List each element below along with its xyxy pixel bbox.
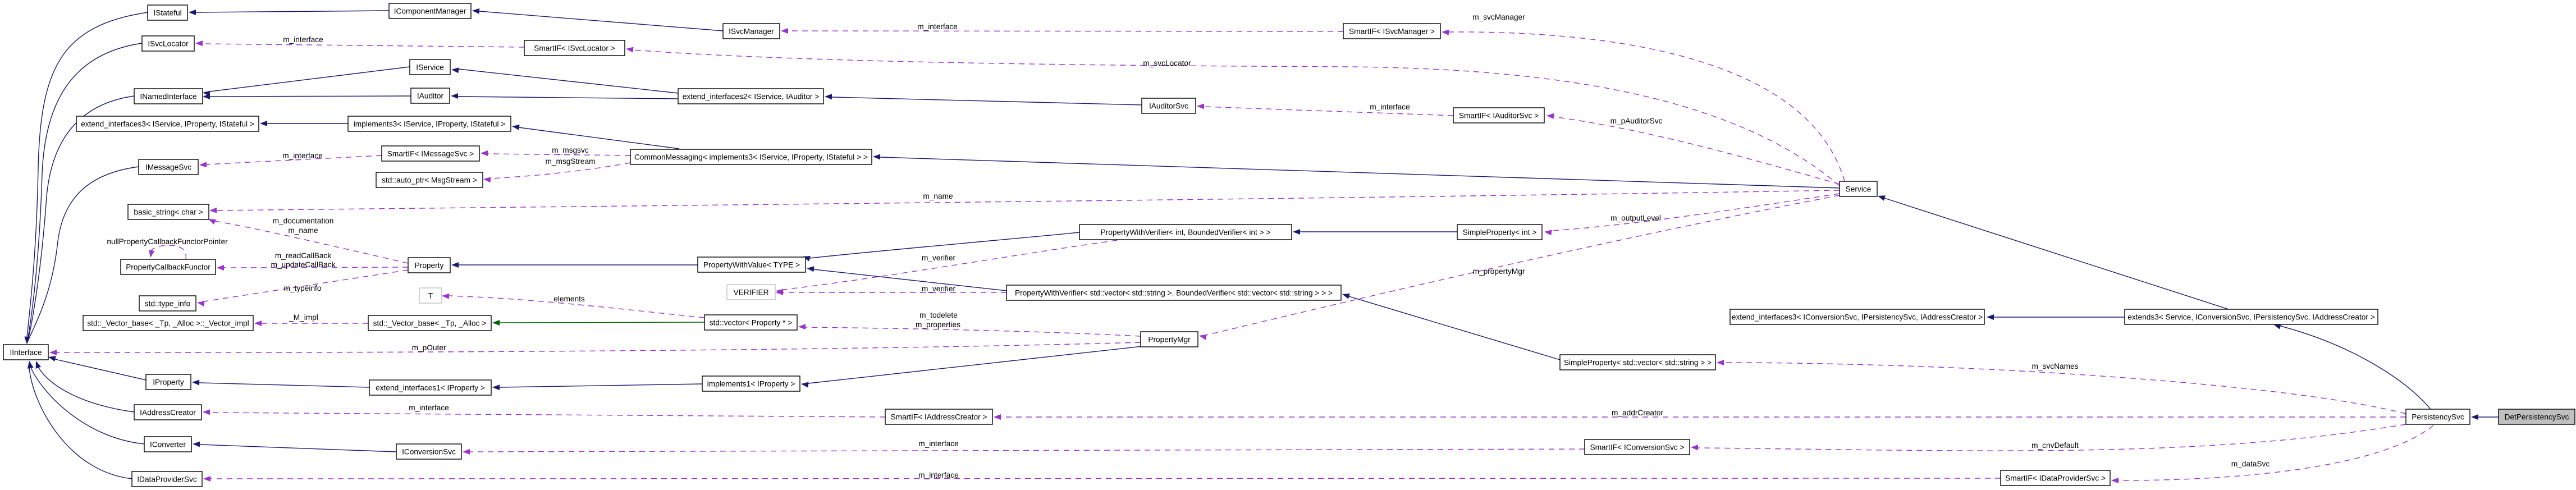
svg-text:PropertyCallbackFunctor: PropertyCallbackFunctor — [126, 263, 211, 272]
svg-text:m_svcNames: m_svcNames — [2032, 362, 2079, 370]
svg-text:VERIFIER: VERIFIER — [733, 288, 768, 297]
svg-text:Service: Service — [1846, 185, 1872, 194]
svg-text:std::_Vector_base< _Tp, _Alloc: std::_Vector_base< _Tp, _Alloc >::_Vecto… — [87, 319, 249, 328]
svg-text:SimpleProperty< std::vector< s: SimpleProperty< std::vector< std::string… — [1564, 359, 1712, 367]
svg-text:std::_Vector_base< _Tp, _Alloc: std::_Vector_base< _Tp, _Alloc > — [373, 319, 487, 328]
svg-text:m_verifier: m_verifier — [922, 285, 956, 293]
svg-text:extend_interfaces3< IConversio: extend_interfaces3< IConversionSvc, IPer… — [1732, 313, 1983, 322]
svg-text:extends3< Service, IConversion: extends3< Service, IConversionSvc, IPers… — [2127, 313, 2374, 322]
svg-text:m_interface: m_interface — [918, 471, 959, 479]
svg-text:implements1< IProperty >: implements1< IProperty > — [707, 380, 795, 388]
svg-text:extend_interfaces2< IService,: extend_interfaces2< IService, IAuditor > — [683, 93, 819, 101]
svg-text:m_pOuter: m_pOuter — [412, 344, 446, 352]
svg-text:m_cnvDefault: m_cnvDefault — [2031, 441, 2079, 450]
svg-text:std::type_info: std::type_info — [145, 300, 191, 308]
svg-text:elements: elements — [553, 295, 585, 303]
svg-text:m_dataSvc: m_dataSvc — [2231, 460, 2270, 468]
svg-text:m_todelete: m_todelete — [919, 311, 958, 319]
svg-text:IService: IService — [416, 63, 443, 72]
svg-text:m_msgStream: m_msgStream — [546, 157, 596, 166]
svg-text:m_msgsvc: m_msgsvc — [552, 146, 589, 154]
svg-text:m_interface: m_interface — [409, 404, 449, 412]
svg-text:PersistencySvc: PersistencySvc — [2412, 413, 2464, 422]
svg-text:m_interface: m_interface — [282, 152, 323, 160]
svg-text:SmartIF< IMessageSvc >: SmartIF< IMessageSvc > — [387, 150, 474, 158]
svg-text:extend_interfaces1< IProperty: extend_interfaces1< IProperty > — [376, 384, 485, 392]
svg-text:m_verifier: m_verifier — [922, 254, 956, 262]
svg-text:m_addrCreator: m_addrCreator — [1612, 409, 1663, 417]
svg-text:IAddressCreator: IAddressCreator — [140, 409, 196, 417]
svg-text:PropertyMgr: PropertyMgr — [1148, 336, 1191, 344]
svg-text:SmartIF< IConversionSvc >: SmartIF< IConversionSvc > — [1590, 443, 1684, 452]
svg-text:SmartIF< ISvcManager >: SmartIF< ISvcManager > — [1349, 28, 1435, 36]
svg-text:_M_impl: _M_impl — [289, 313, 318, 322]
svg-text:SmartIF< IDataProviderSvc >: SmartIF< IDataProviderSvc > — [2005, 474, 2106, 483]
svg-text:SimpleProperty< int >: SimpleProperty< int > — [1463, 228, 1537, 237]
svg-text:extend_interfaces3< IService,: extend_interfaces3< IService, IProperty,… — [81, 120, 254, 129]
svg-text:SmartIF< ISvcLocator >: SmartIF< ISvcLocator > — [534, 44, 615, 53]
svg-text:m_outputLevel: m_outputLevel — [1610, 214, 1661, 222]
svg-text:IStateful: IStateful — [153, 9, 181, 17]
svg-text:IDataProviderSvc: IDataProviderSvc — [137, 475, 197, 484]
svg-text:DetPersistencySvc: DetPersistencySvc — [2505, 413, 2569, 422]
svg-text:nullPropertyCallbackFunctorPoi: nullPropertyCallbackFunctorPointer — [107, 237, 228, 246]
svg-text:m_svcLocator: m_svcLocator — [1143, 59, 1191, 67]
svg-text:CommonMessaging< implements3<: CommonMessaging< implements3< IService, … — [634, 153, 868, 162]
svg-text:m_interface: m_interface — [917, 22, 958, 31]
svg-text:SmartIF< IAuditorSvc >: SmartIF< IAuditorSvc > — [1459, 112, 1539, 120]
svg-text:PropertyWithVerifier< int, Bou: PropertyWithVerifier< int, BoundedVerifi… — [1101, 228, 1271, 237]
svg-text:m_propertyMgr: m_propertyMgr — [1473, 267, 1525, 276]
svg-text:IProperty: IProperty — [153, 378, 184, 387]
svg-text:PropertyWithValue< TYPE >: PropertyWithValue< TYPE > — [703, 261, 800, 269]
svg-text:m_interface: m_interface — [1370, 103, 1410, 111]
svg-text:m_typeinfo: m_typeinfo — [284, 284, 322, 292]
svg-text:Property: Property — [415, 262, 444, 270]
svg-text:implements3< IService, IProper: implements3< IService, IProperty, IState… — [354, 120, 506, 129]
svg-text:IMessageSvc: IMessageSvc — [145, 163, 191, 172]
svg-text:m_documentation: m_documentation — [273, 217, 334, 225]
svg-text:T: T — [428, 292, 433, 300]
svg-text:std::auto_ptr< MsgStream >: std::auto_ptr< MsgStream > — [382, 176, 477, 185]
svg-text:m_interface: m_interface — [283, 35, 323, 44]
svg-text:m_updateCallBack: m_updateCallBack — [271, 260, 336, 269]
svg-text:IAuditorSvc: IAuditorSvc — [1149, 102, 1188, 111]
svg-text:m_svcManager: m_svcManager — [1472, 13, 1525, 21]
svg-text:INamedInterface: INamedInterface — [140, 93, 196, 101]
svg-text:IAuditor: IAuditor — [417, 92, 444, 100]
svg-text:IComponentManager: IComponentManager — [394, 7, 466, 16]
svg-text:m_pAuditorSvc: m_pAuditorSvc — [1610, 117, 1663, 125]
svg-text:m_name: m_name — [923, 192, 953, 200]
svg-text:ISvcLocator: ISvcLocator — [148, 40, 189, 48]
svg-text:m_interface: m_interface — [918, 439, 959, 448]
svg-text:ISvcManager: ISvcManager — [729, 28, 774, 36]
svg-text:m_properties: m_properties — [916, 320, 960, 329]
svg-text:IConversionSvc: IConversionSvc — [402, 448, 456, 456]
svg-text:basic_string< char >: basic_string< char > — [134, 208, 203, 217]
svg-text:IInterface: IInterface — [10, 349, 42, 357]
svg-text:std::vector< Property * >: std::vector< Property * > — [710, 319, 793, 327]
svg-text:SmartIF< IAddressCreator >: SmartIF< IAddressCreator > — [891, 413, 987, 422]
svg-text:m_name: m_name — [288, 226, 318, 235]
svg-text:PropertyWithVerifier< std::vec: PropertyWithVerifier< std::vector< std::… — [1015, 289, 1333, 297]
svg-text:IConverter: IConverter — [150, 441, 186, 449]
svg-text:m_readCallBack: m_readCallBack — [275, 251, 332, 260]
